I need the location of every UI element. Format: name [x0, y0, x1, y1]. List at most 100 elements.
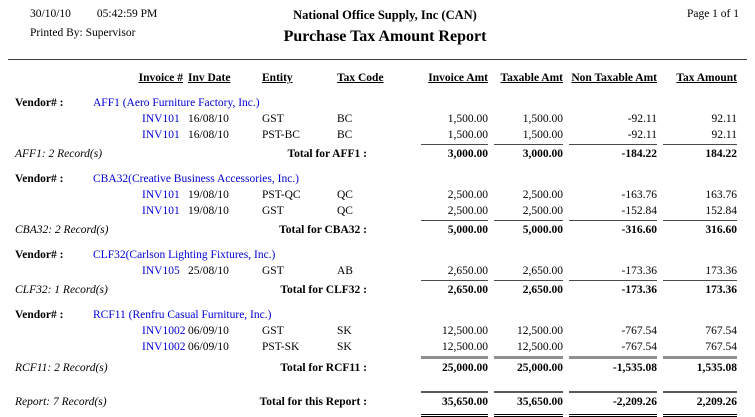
invoice-link[interactable]: INV101 [142, 205, 180, 217]
vendor-link[interactable]: AFF1 (Aero Furniture Factory, Inc.) [93, 97, 260, 109]
tax-amount: 767.54 [705, 341, 737, 353]
taxable-amount: 1,500.00 [522, 129, 563, 141]
record-count: CBA32: 2 Record(s) [15, 224, 109, 236]
entity-value: PST-QC [262, 189, 301, 201]
tax-amount: 92.11 [711, 129, 737, 141]
non-taxable-amount: -92.11 [627, 113, 657, 125]
vendor-total-tax-amount: 184.22 [663, 144, 737, 163]
taxable-amount: 12,500.00 [517, 341, 563, 353]
print-info: 30/10/10 05:42:59 PM Printed By: Supervis… [30, 8, 157, 39]
report-total-taxable-amount: 35,650.00 [494, 391, 563, 417]
vendor-total-label: Total for CBA32 : [279, 224, 367, 236]
vendor-link[interactable]: RCF11 (Renfru Casual Furniture, Inc.) [93, 309, 272, 321]
taxable-amount: 2,500.00 [522, 205, 563, 217]
invoice-date: 16/08/10 [188, 113, 229, 125]
invoice-date: 06/09/10 [188, 325, 229, 337]
invoice-link[interactable]: INV101 [142, 129, 180, 141]
vendor-section: Vendor# : AFF1 (Aero Furniture Factory, I… [15, 95, 755, 163]
invoice-link[interactable]: INV101 [142, 189, 180, 201]
vendor-sections: Vendor# : AFF1 (Aero Furniture Factory, I… [15, 95, 755, 377]
vendor-number-label: Vendor# : [15, 97, 64, 109]
entity-value: GST [262, 205, 284, 217]
tax-amount: 92.11 [711, 113, 737, 125]
col-header-taxable-amt: Taxable Amt [500, 72, 563, 84]
col-header-invoice: Invoice # [138, 72, 183, 84]
vendor-section: Vendor# : RCF11 (Renfru Casual Furniture,… [15, 307, 755, 377]
taxable-amount: 2,500.00 [522, 189, 563, 201]
invoice-link[interactable]: INV101 [142, 113, 180, 125]
invoice-date: 06/09/10 [188, 341, 229, 353]
vendor-row: Vendor# : CLF32(Carlson Lighting Fixtures… [15, 247, 755, 263]
record-count: AFF1: 2 Record(s) [15, 148, 103, 160]
vendor-total-invoice-amount: 25,000.00 [421, 356, 488, 377]
taxable-amount: 2,650.00 [522, 265, 563, 277]
print-time: 05:42:59 PM [96, 8, 158, 20]
header-divider [8, 59, 747, 60]
vendor-total-invoice-amount: 2,650.00 [421, 280, 488, 299]
non-taxable-amount: -767.54 [621, 341, 657, 353]
tax-code-value: QC [337, 205, 353, 217]
vendor-total-taxable-amount: 5,000.00 [494, 220, 563, 239]
invoice-link[interactable]: INV1002 [142, 341, 186, 353]
non-taxable-amount: -173.36 [621, 265, 657, 277]
invoice-link[interactable]: INV105 [142, 265, 180, 277]
invoice-date: 25/08/10 [188, 265, 229, 277]
non-taxable-amount: -163.76 [621, 189, 657, 201]
col-header-tax-amount: Tax Amount [676, 72, 737, 84]
col-header-inv-date: Inv Date [188, 72, 231, 84]
col-header-non-taxable-amt: Non Taxable Amt [571, 72, 657, 84]
taxable-amount: 1,500.00 [522, 113, 563, 125]
invoice-amount: 2,500.00 [447, 205, 488, 217]
vendor-total-non-taxable-amount: -316.60 [569, 220, 657, 239]
vendor-number-label: Vendor# : [15, 309, 64, 321]
vendor-link[interactable]: CLF32(Carlson Lighting Fixtures, Inc.) [93, 249, 276, 261]
vendor-total-label: Total for RCF11 : [280, 362, 367, 374]
tax-code-value: AB [337, 265, 353, 277]
invoice-row: INV1002 06/09/10 PST-SK SK 12,500.00 12,500.0… [15, 339, 755, 355]
vendor-number-label: Vendor# : [15, 173, 64, 185]
tax-amount: 173.36 [705, 265, 737, 277]
report-page: 30/10/10 05:42:59 PM Printed By: Supervis… [8, 8, 747, 417]
report-record-count: Report: 7 Record(s) [15, 396, 107, 408]
taxable-amount: 12,500.00 [517, 325, 563, 337]
invoice-link[interactable]: INV1002 [142, 325, 186, 337]
print-date: 30/10/10 [30, 8, 71, 20]
vendor-link[interactable]: CBA32(Creative Business Accessories, Inc… [93, 173, 300, 185]
non-taxable-amount: -92.11 [627, 129, 657, 141]
entity-value: GST [262, 113, 284, 125]
vendor-total-non-taxable-amount: -173.36 [569, 280, 657, 299]
vendor-total-tax-amount: 173.36 [663, 280, 737, 299]
vendor-number-label: Vendor# : [15, 249, 64, 261]
vendor-total-row: CBA32: 2 Record(s) Total for CBA32 : 5,000… [15, 220, 755, 239]
vendor-total-tax-amount: 316.60 [663, 220, 737, 239]
tax-code-value: SK [337, 325, 352, 337]
invoice-row: INV101 19/08/10 PST-QC QC 2,500.00 2,500.00 -1… [15, 187, 755, 203]
report-total-tax-amount: 2,209.26 [663, 391, 737, 417]
vendor-row: Vendor# : RCF11 (Renfru Casual Furniture,… [15, 307, 755, 323]
entity-value: GST [262, 265, 284, 277]
vendor-total-row: AFF1: 2 Record(s) Total for AFF1 : 3,000.0… [15, 144, 755, 163]
vendor-section: Vendor# : CLF32(Carlson Lighting Fixtures… [15, 247, 755, 299]
printed-by: Printed By: Supervisor [30, 27, 136, 39]
non-taxable-amount: -767.54 [621, 325, 657, 337]
report-body: Invoice # Inv Date Entity Tax Code Invoi… [15, 70, 755, 417]
entity-value: PST-BC [262, 129, 300, 141]
vendor-total-taxable-amount: 25,000.00 [494, 356, 563, 377]
vendor-total-invoice-amount: 5,000.00 [421, 220, 488, 239]
report-title: Purchase Tax Amount Report [283, 28, 487, 45]
vendor-total-invoice-amount: 3,000.00 [421, 144, 488, 163]
company-name: National Office Supply, Inc (CAN) [293, 8, 477, 22]
invoice-date: 19/08/10 [188, 189, 229, 201]
entity-value: GST [262, 325, 284, 337]
vendor-total-tax-amount: 1,535.08 [663, 356, 737, 377]
report-total-label: Total for this Report : [259, 396, 367, 408]
report-total-invoice-amount: 35,650.00 [421, 391, 488, 417]
invoice-row: INV101 16/08/10 GST BC 1,500.00 1,500.00 -92.1… [15, 111, 755, 127]
column-header-row: Invoice # Inv Date Entity Tax Code Invoi… [15, 70, 755, 87]
tax-amount: 163.76 [705, 189, 737, 201]
report-total-non-taxable-amount: -2,209.26 [569, 391, 657, 417]
vendor-total-row: CLF32: 1 Record(s) Total for CLF32 : 2,650… [15, 280, 755, 299]
invoice-row: INV101 19/08/10 GST QC 2,500.00 2,500.00 -152.… [15, 203, 755, 219]
vendor-total-taxable-amount: 3,000.00 [494, 144, 563, 163]
invoice-date: 19/08/10 [188, 205, 229, 217]
